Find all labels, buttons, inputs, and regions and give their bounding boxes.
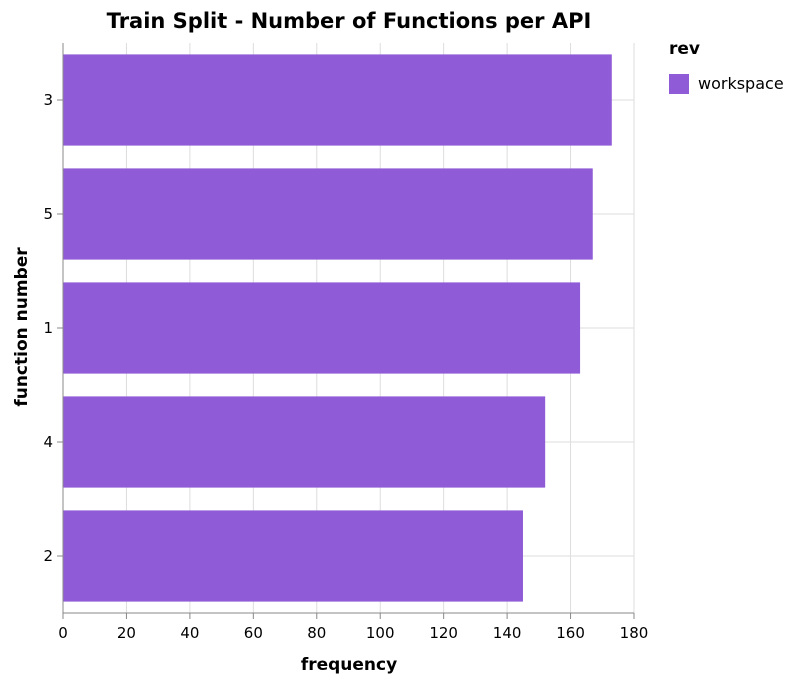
bar-3 (63, 54, 612, 146)
y-tick-label: 1 (43, 319, 53, 337)
axes: 0 20 40 60 80 100 120 140 160 180 3 5 1 4 2 (43, 43, 648, 642)
x-tick-label: 160 (556, 624, 585, 642)
y-tick-label: 2 (43, 547, 53, 565)
bar-4 (63, 396, 546, 488)
legend: rev workspace (669, 39, 784, 94)
legend-title: rev (669, 39, 700, 59)
legend-swatch (669, 74, 689, 94)
legend-label: workspace (698, 74, 784, 93)
x-tick-label: 40 (180, 624, 199, 642)
y-tick-label: 3 (43, 91, 53, 109)
x-tick-label: 140 (493, 624, 522, 642)
x-tick-label: 180 (620, 624, 649, 642)
bar-2 (63, 510, 523, 602)
y-tick-label: 5 (43, 205, 53, 223)
bar-5 (63, 168, 593, 260)
y-axis-title: function number (12, 247, 32, 407)
y-tick-label: 4 (43, 433, 53, 451)
x-tick-label: 0 (58, 624, 68, 642)
x-tick-label: 100 (366, 624, 395, 642)
x-tick-label: 80 (307, 624, 326, 642)
x-tick-label: 60 (244, 624, 263, 642)
x-axis-title: frequency (301, 655, 397, 675)
bars (63, 54, 612, 602)
x-tick-label: 120 (429, 624, 458, 642)
chart-title: Train Split - Number of Functions per AP… (107, 9, 592, 33)
bar-1 (63, 282, 581, 374)
x-tick-label: 20 (117, 624, 136, 642)
